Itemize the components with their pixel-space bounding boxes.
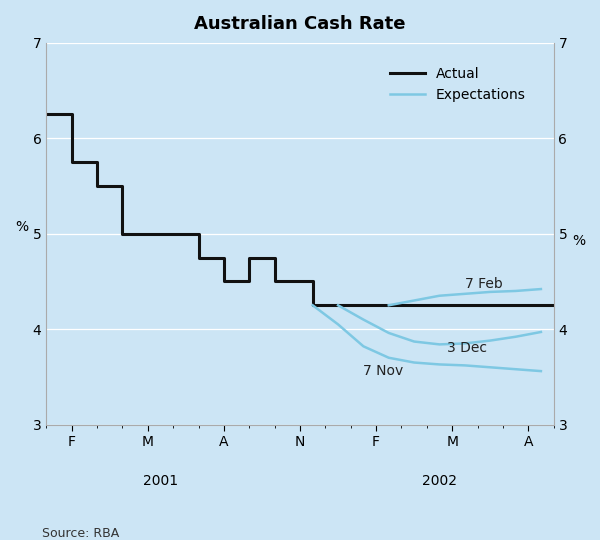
Text: Source: RBA: Source: RBA — [42, 527, 119, 540]
Y-axis label: %: % — [572, 234, 585, 248]
Text: 2001: 2001 — [143, 474, 178, 488]
Title: Australian Cash Rate: Australian Cash Rate — [194, 15, 406, 33]
Text: 2002: 2002 — [422, 474, 457, 488]
Text: 7 Feb: 7 Feb — [465, 277, 503, 291]
Y-axis label: %: % — [15, 220, 28, 234]
Text: 7 Nov: 7 Nov — [364, 364, 404, 379]
Text: 3 Dec: 3 Dec — [447, 341, 487, 355]
Legend: Actual, Expectations: Actual, Expectations — [385, 61, 532, 107]
